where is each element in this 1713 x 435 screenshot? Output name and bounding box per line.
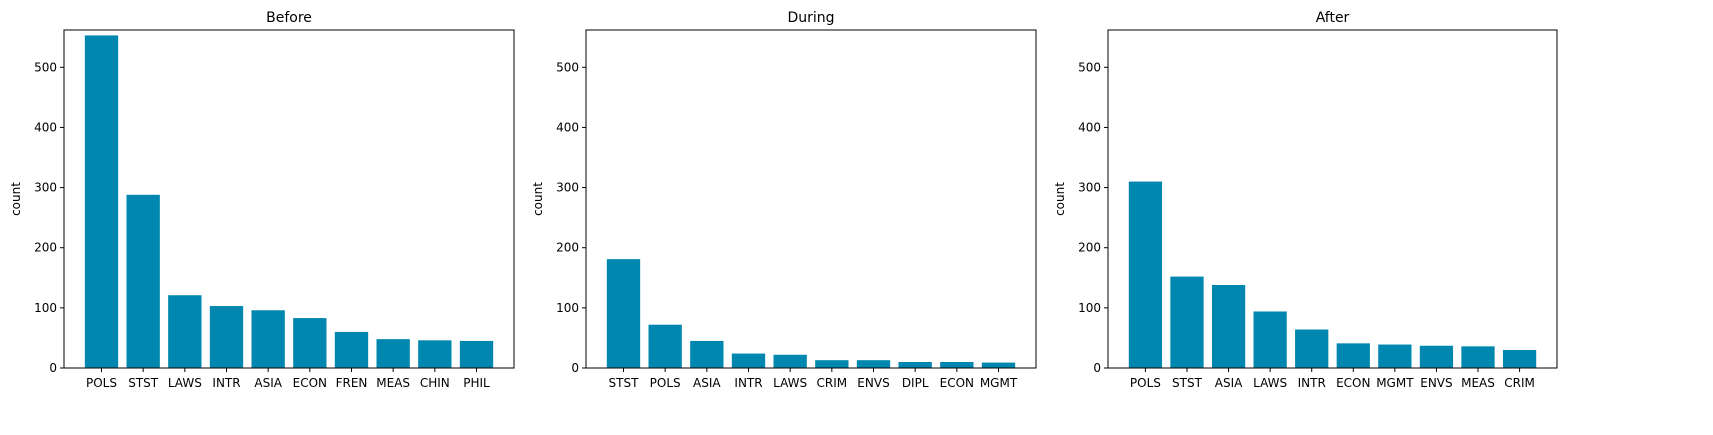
bar-crim [1502,349,1537,368]
chart-title: Before [266,10,312,26]
y-tick-label: 0 [1093,361,1101,375]
bar-phil [459,340,494,368]
bar-stst [126,194,160,368]
bar-stst [1170,276,1204,368]
x-tick-label: STST [609,376,640,390]
bar-stst [606,259,641,368]
chart-title: After [1316,10,1350,26]
y-tick-label: 300 [556,181,579,195]
x-tick-label: ECON [940,376,974,390]
bar-laws [1253,311,1287,368]
chart-during: 0 100 200 300 400 500 STST POLS ASIA INTR LAWS CRIM… [531,10,1037,390]
bar-asia [1211,285,1246,368]
x-tick-label: INTR [734,376,762,390]
x-tick-label: POLS [650,376,681,390]
y-axis-label: count [531,182,545,216]
bar-mgmt [981,362,1016,368]
x-tick-label: DIPL [902,376,929,390]
x-tick-label: CHIN [420,376,450,390]
x-tick-label: POLS [86,376,117,390]
bar-econ [940,361,974,368]
bar-intr [731,353,766,368]
bar-econ [1336,343,1370,368]
x-tick-label: ECON [1336,376,1370,390]
bar-asia [690,340,724,368]
x-tick-label: FREN [336,376,368,390]
axes-frame [1107,29,1558,369]
x-tick-label: PHIL [463,376,490,390]
chart-before: 0 100 200 300 400 500 POLS STST LAWS INTR ASIA ECON… [9,10,515,390]
y-tick-label: 200 [34,241,57,255]
x-tick-label: LAWS [168,376,202,390]
x-tick-label: MGMT [1376,376,1414,390]
bar-intr [1295,329,1329,368]
y-tick-label: 0 [571,361,579,375]
bar-mgmt [1378,344,1412,368]
x-tick-label: ASIA [693,376,721,390]
x-tick-label: MEAS [376,376,410,390]
y-tick-label: 500 [34,60,57,74]
y-tick-label: 300 [1078,181,1101,195]
x-tick-label: STST [128,376,159,390]
bar-fren [334,331,369,368]
bar-asia [251,310,285,368]
axes-frame [585,29,1037,369]
y-tick-label: 500 [1078,60,1101,74]
x-tick-label: CRIM [817,376,848,390]
bar-dipl [898,361,932,368]
y-tick-label: 100 [1078,301,1101,315]
x-tick-label: ENVS [1420,376,1452,390]
x-tick-label: ASIA [254,376,282,390]
x-tick-label: ASIA [1215,376,1243,390]
y-axis-label: count [1053,182,1067,216]
x-tick-label: ENVS [857,376,889,390]
y-tick-label: 200 [556,241,579,255]
x-tick-label: LAWS [1253,376,1287,390]
chart-title: During [787,10,834,26]
bar-pols [648,324,682,368]
bar-laws [773,354,807,368]
y-tick-label: 300 [34,181,57,195]
bar-meas [1461,346,1495,368]
bar-envs [856,360,891,368]
x-tick-label: POLS [1130,376,1161,390]
bar-envs [1419,345,1454,368]
x-tick-label: STST [1172,376,1203,390]
bar-chin [418,340,452,368]
bar-intr [209,306,244,368]
bar-pols [84,35,119,368]
y-tick-label: 0 [49,361,57,375]
y-tick-label: 100 [34,301,57,315]
y-tick-label: 400 [1078,120,1101,134]
bar-econ [293,318,327,368]
x-tick-label: MEAS [1461,376,1495,390]
x-tick-label: CRIM [1504,376,1535,390]
bar-meas [376,339,410,368]
y-tick-label: 500 [556,60,579,74]
axes-frame [63,29,515,369]
x-tick-label: ECON [293,376,327,390]
x-tick-label: LAWS [773,376,807,390]
y-tick-label: 100 [556,301,579,315]
y-axis-label: count [9,182,23,216]
x-tick-label: INTR [1298,376,1326,390]
chart-after: 0 100 200 300 400 500 POLS STST ASIA LAWS INTR ECON… [1053,10,1558,390]
x-tick-label: INTR [212,376,240,390]
y-tick-label: 200 [1078,241,1101,255]
bar-crim [815,360,849,368]
y-tick-label: 400 [34,120,57,134]
bar-laws [168,295,202,368]
bar-pols [1128,181,1163,368]
x-tick-label: MGMT [980,376,1018,390]
y-tick-label: 400 [556,120,579,134]
